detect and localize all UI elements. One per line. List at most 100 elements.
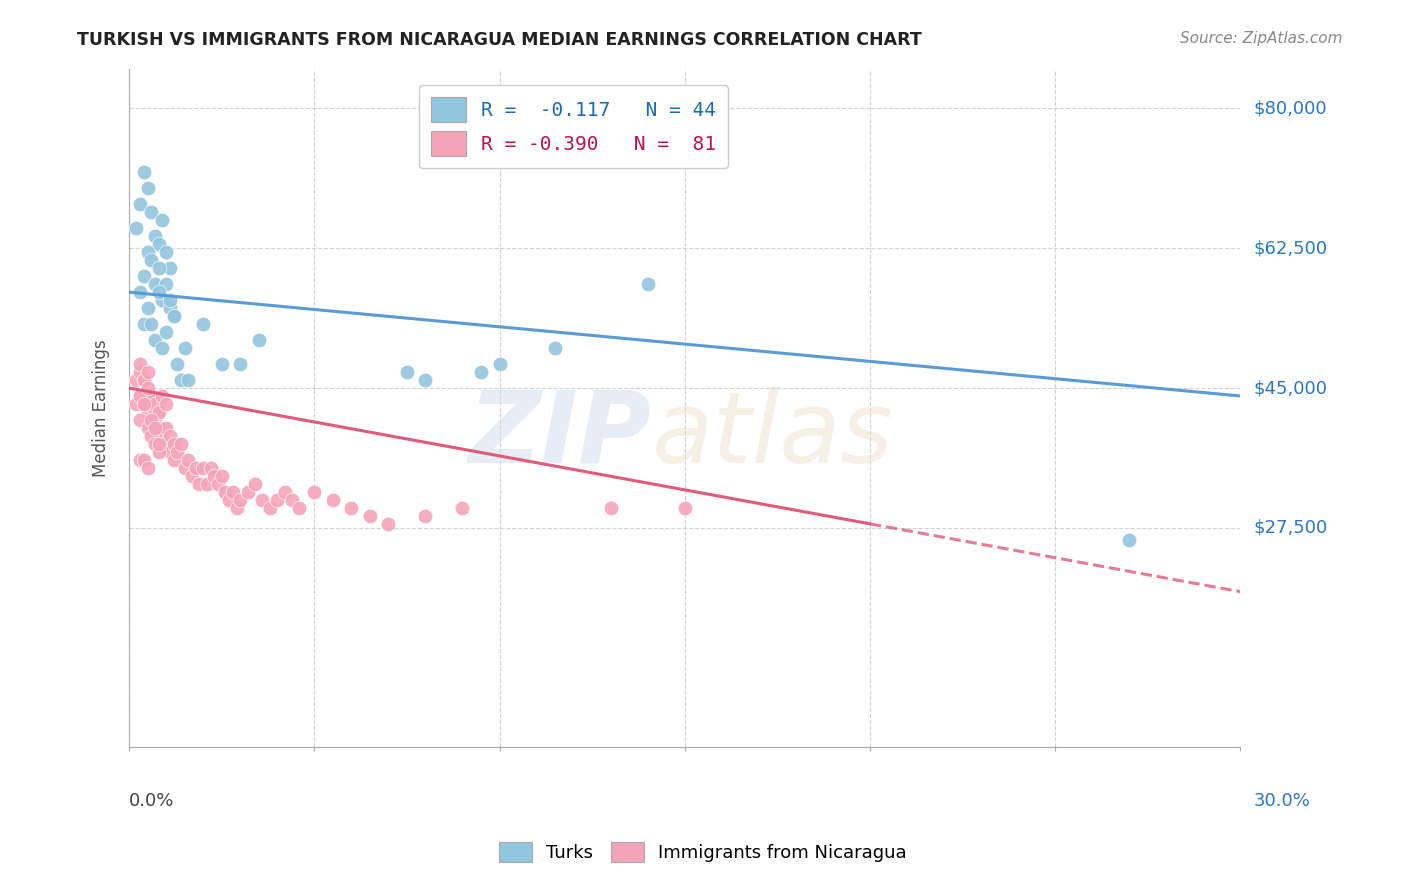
Point (222, 484, 245, 499)
Text: ZIP: ZIP (468, 386, 651, 483)
Point (340, 500, 363, 515)
Point (141, 253, 163, 268)
Point (152, 293, 174, 307)
Point (173, 461, 195, 475)
Point (617, 141, 640, 155)
Point (247, 333, 270, 347)
Point (129, 413, 152, 427)
Point (177, 373, 200, 387)
Point (266, 492, 288, 507)
Point (141, 421, 163, 435)
Point (173, 341, 195, 355)
Point (155, 245, 177, 260)
Point (152, 213, 174, 227)
Point (229, 357, 252, 371)
Point (1118, 533, 1140, 547)
Text: 0.0%: 0.0% (129, 791, 174, 810)
Point (148, 445, 170, 459)
Point (159, 445, 181, 459)
Legend: Turks, Immigrants from Nicaragua: Turks, Immigrants from Nicaragua (492, 834, 914, 870)
Text: $27,500: $27,500 (1254, 519, 1329, 537)
Y-axis label: Median Earnings: Median Earnings (93, 339, 110, 477)
Point (141, 389, 163, 403)
Point (155, 421, 177, 435)
Point (132, 165, 155, 179)
Point (184, 461, 207, 475)
Point (544, 341, 567, 355)
Point (451, 500, 474, 515)
Point (148, 261, 170, 276)
Point (162, 309, 184, 323)
Point (488, 357, 510, 371)
Point (188, 476, 211, 491)
Point (141, 429, 163, 443)
Point (136, 381, 159, 395)
Point (195, 476, 218, 491)
Point (166, 357, 188, 371)
Point (143, 277, 166, 292)
Point (170, 373, 193, 387)
Point (252, 492, 274, 507)
Point (193, 317, 215, 331)
Point (415, 373, 437, 387)
Text: TURKISH VS IMMIGRANTS FROM NICARAGUA MEDIAN EARNINGS CORRELATION CHART: TURKISH VS IMMIGRANTS FROM NICARAGUA MED… (77, 31, 922, 49)
Point (181, 468, 204, 483)
Point (143, 421, 166, 435)
Point (162, 309, 184, 323)
Point (136, 421, 159, 435)
Point (136, 365, 159, 379)
Point (132, 373, 155, 387)
Point (129, 389, 152, 403)
Legend: R =  -0.117   N = 44, R = -0.390   N =  81: R = -0.117 N = 44, R = -0.390 N = 81 (419, 85, 728, 168)
Point (141, 413, 163, 427)
Point (152, 341, 174, 355)
Point (415, 508, 437, 523)
Point (159, 261, 181, 276)
Point (243, 476, 266, 491)
Point (129, 389, 152, 403)
Point (132, 453, 155, 467)
Point (129, 197, 152, 211)
Point (141, 389, 163, 403)
Point (148, 237, 170, 252)
Point (155, 437, 177, 451)
Point (129, 365, 152, 379)
Point (218, 492, 240, 507)
Point (211, 468, 233, 483)
Point (193, 461, 215, 475)
Text: Source: ZipAtlas.com: Source: ZipAtlas.com (1180, 31, 1343, 46)
Point (211, 357, 233, 371)
Point (136, 461, 159, 475)
Point (159, 293, 181, 307)
Point (143, 333, 166, 347)
Point (214, 484, 236, 499)
Point (155, 277, 177, 292)
Point (599, 500, 621, 515)
Point (143, 229, 166, 244)
Point (136, 181, 159, 195)
Point (159, 429, 181, 443)
Point (129, 357, 152, 371)
Point (273, 484, 295, 499)
Point (200, 461, 222, 475)
Point (132, 389, 155, 403)
Point (322, 492, 344, 507)
Point (162, 437, 184, 451)
Point (236, 484, 259, 499)
Point (132, 373, 155, 387)
Point (148, 421, 170, 435)
Point (155, 325, 177, 339)
Point (141, 205, 163, 219)
Point (143, 437, 166, 451)
Point (136, 405, 159, 419)
Point (143, 413, 166, 427)
Point (166, 445, 188, 459)
Point (229, 492, 252, 507)
Point (281, 492, 304, 507)
Point (143, 405, 166, 419)
Point (152, 437, 174, 451)
Text: 30.0%: 30.0% (1254, 791, 1310, 810)
Point (177, 453, 200, 467)
Point (132, 269, 155, 284)
Point (125, 373, 148, 387)
